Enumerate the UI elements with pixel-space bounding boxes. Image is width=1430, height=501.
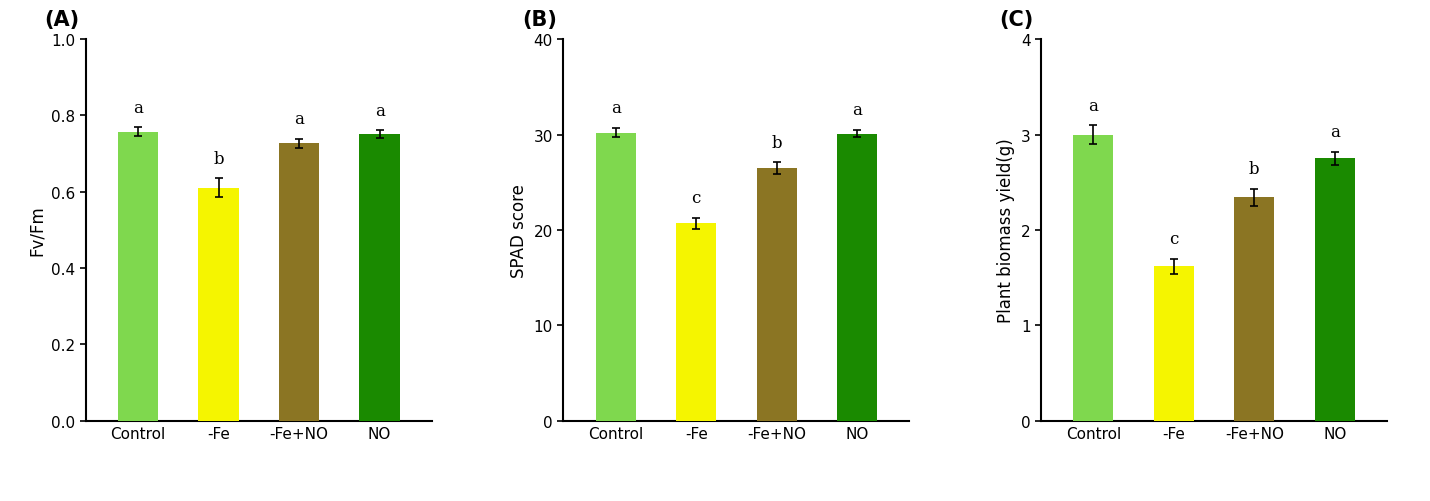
Bar [596,133,636,421]
Text: a: a [375,102,385,119]
Text: (A): (A) [44,10,80,30]
Y-axis label: Fv/Fm: Fv/Fm [27,205,46,256]
Bar [1154,267,1194,421]
Bar [1234,198,1274,421]
Y-axis label: Plant biomass yield(g): Plant biomass yield(g) [997,138,1015,323]
Text: a: a [611,100,621,117]
Text: c: c [1170,230,1178,247]
Bar [279,144,319,421]
Bar [756,168,797,421]
Text: b: b [1248,161,1260,178]
Bar [199,188,239,421]
Bar [1314,159,1354,421]
Text: (B): (B) [522,10,556,30]
Text: b: b [213,151,225,168]
Text: a: a [295,111,305,128]
Text: a: a [133,100,143,117]
Bar [676,224,716,421]
Bar [1072,135,1114,421]
Bar [359,134,400,421]
Y-axis label: SPAD score: SPAD score [511,183,528,278]
Bar [119,133,159,421]
Text: a: a [1088,97,1098,114]
Text: (C): (C) [1000,10,1034,30]
Text: a: a [1330,124,1340,141]
Text: b: b [771,134,782,151]
Bar [837,134,877,421]
Text: a: a [852,102,862,119]
Text: c: c [692,190,701,206]
